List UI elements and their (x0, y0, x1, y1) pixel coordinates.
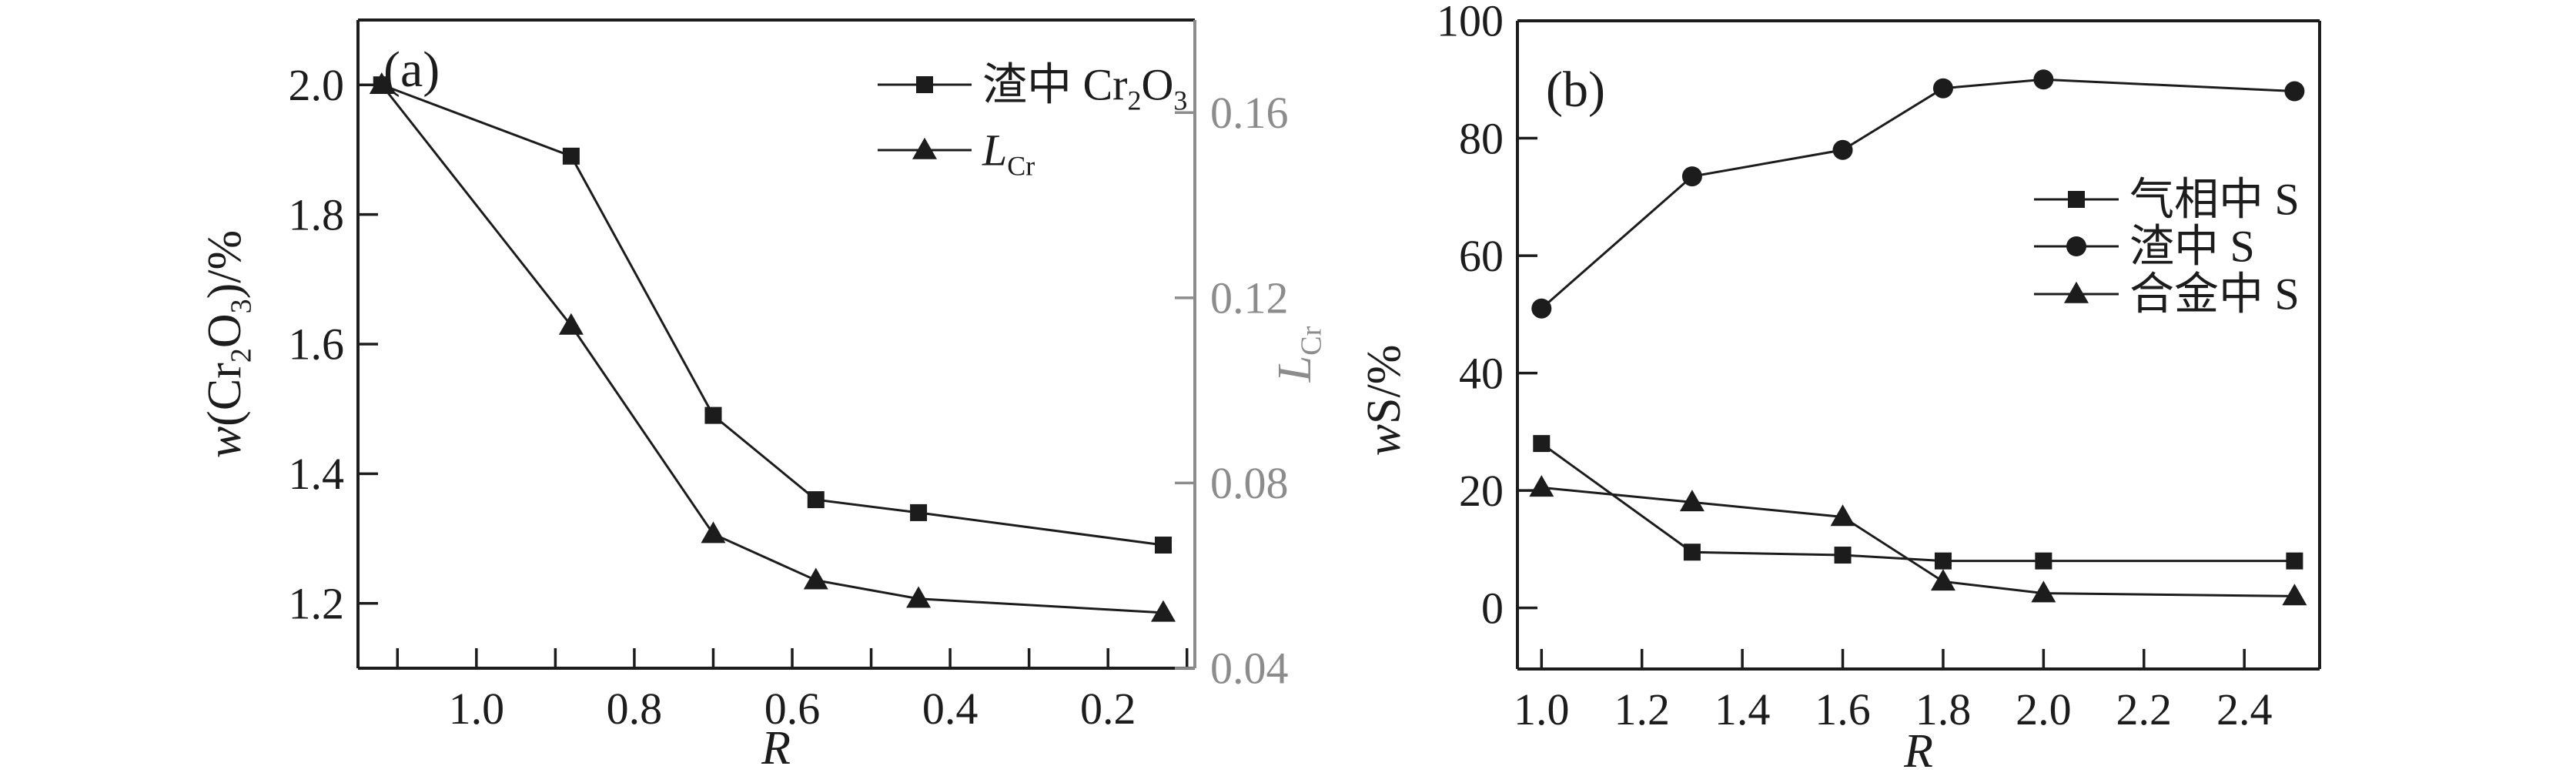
x-tick-label: 2.2 (2116, 684, 2173, 734)
y-tick-label-right: 0.04 (1210, 644, 1289, 694)
data-point-gas-s (1683, 544, 1701, 561)
legend-label-slag-s: 渣中 S (2129, 222, 2255, 272)
legend-label-alloy-s: 合金中 S (2129, 269, 2300, 319)
series-gas-s (1533, 435, 2303, 570)
x-tick-label: 0.8 (607, 684, 663, 734)
panel-label: (b) (1546, 62, 1605, 118)
data-point-slag-s (2033, 69, 2054, 90)
x-tick-label: 1.6 (1815, 684, 1871, 734)
series-slag-cr2o3 (373, 76, 1172, 554)
data-point-gas-s (1934, 552, 1952, 570)
series-line-slag-s (1541, 78, 2295, 309)
data-point-slag-s (1531, 298, 1552, 319)
data-point-alloy-s (2031, 580, 2056, 603)
y-tick-label-left: 1.6 (289, 319, 345, 370)
data-point-l-cr (1150, 600, 1176, 622)
legend-label-slag-cr2o3: 渣中 Cr2O3 (982, 60, 1187, 116)
y-tick-label-left: 0 (1481, 583, 1504, 633)
data-point-alloy-s (1930, 569, 1955, 591)
series-l-cr (369, 72, 1176, 622)
y-tick-label-left: 1.4 (289, 449, 345, 499)
x-axis-title: R (1903, 725, 1933, 776)
legend-marker-slag-cr2o3 (916, 76, 933, 93)
data-point-l-cr (558, 313, 584, 335)
x-tick-label: 0.6 (764, 684, 821, 734)
legend-label-l-cr: LCr (982, 125, 1035, 182)
x-tick-label: 0.4 (922, 684, 979, 734)
x-tick-label: 1.2 (1614, 684, 1670, 734)
data-point-l-cr (906, 586, 932, 608)
y-tick-label-left: 1.8 (289, 189, 345, 239)
data-point-slag-s (1681, 166, 1702, 187)
x-tick-label: 2.4 (2216, 684, 2273, 734)
data-point-slag-cr2o3 (704, 406, 722, 424)
x-tick-label: 1.8 (1915, 684, 1972, 734)
series-alloy-s (1529, 475, 2307, 606)
data-point-slag-cr2o3 (1154, 537, 1172, 554)
data-point-l-cr (803, 567, 828, 590)
series-line-alloy-s (1541, 486, 2295, 597)
data-point-gas-s (1834, 547, 1852, 564)
legend-marker-l-cr (912, 137, 937, 159)
x-tick-label: 0.2 (1080, 684, 1136, 734)
data-point-slag-s (1832, 139, 1853, 160)
data-point-gas-s (1533, 435, 1551, 453)
x-tick-label: 1.0 (449, 684, 505, 734)
data-point-l-cr (369, 72, 394, 94)
y-tick-label-left: 60 (1459, 231, 1504, 281)
x-tick-label: 1.4 (1715, 684, 1771, 734)
data-point-alloy-s (2282, 584, 2307, 606)
x-tick-label: 1.0 (1514, 684, 1570, 734)
data-point-slag-cr2o3 (562, 147, 580, 165)
data-point-alloy-s (1830, 504, 1855, 527)
data-point-gas-s (2035, 552, 2052, 570)
series-line-l-cr (380, 84, 1164, 614)
y-tick-label-left: 100 (1437, 0, 1504, 46)
y-tick-label-left: 1.2 (289, 579, 345, 629)
x-axis-title: R (761, 722, 791, 774)
data-point-gas-s (2286, 552, 2303, 570)
y-axis-title-right: LCr (1269, 326, 1328, 383)
y-tick-label-right: 0.16 (1210, 88, 1289, 138)
y-tick-label-left: 40 (1459, 348, 1504, 398)
series-line-gas-s (1541, 442, 2295, 563)
legend-label-gas-s: 气相中 S (2129, 175, 2300, 225)
data-point-slag-s (2284, 81, 2305, 102)
y-tick-label-left: 80 (1459, 113, 1504, 163)
y-tick-label-right: 0.08 (1210, 458, 1289, 508)
chart-panel-a: 1.0 0.8 0.6 0.4 0.2 2.0 1.8 1.6 1.4 1.2 0.16 0.12 0.… (199, 18, 1328, 774)
y-tick-label-left: 20 (1459, 466, 1504, 516)
series-slag-s (1531, 69, 2305, 319)
y-axis-title-left: wS/% (1358, 345, 1410, 457)
data-point-slag-cr2o3 (910, 503, 928, 521)
y-axis-title-left: w(Cr2O3)/% (199, 230, 258, 458)
series-line-slag-cr2o3 (381, 83, 1164, 547)
data-point-slag-s (1932, 78, 1953, 99)
y-tick-label-right: 0.12 (1210, 273, 1289, 323)
legend-marker-alloy-s (2064, 281, 2089, 303)
x-tick-label: 2.0 (2016, 684, 2072, 734)
legend-marker-slag-s (2066, 236, 2086, 256)
chart-panel-b: 1.0 1.2 1.4 1.6 1.8 2.0 2.2 2.4 100 80 60 40 20 0 wS/%… (1358, 0, 2321, 776)
y-tick-label-left: 2.0 (289, 60, 345, 110)
data-point-slag-cr2o3 (807, 491, 825, 509)
data-point-l-cr (701, 521, 726, 544)
data-point-alloy-s (1679, 490, 1705, 512)
data-point-alloy-s (1529, 475, 1554, 497)
legend-panel-a: 渣中 Cr2O3 LCr (878, 60, 1187, 182)
legend-marker-gas-s (2068, 191, 2085, 208)
